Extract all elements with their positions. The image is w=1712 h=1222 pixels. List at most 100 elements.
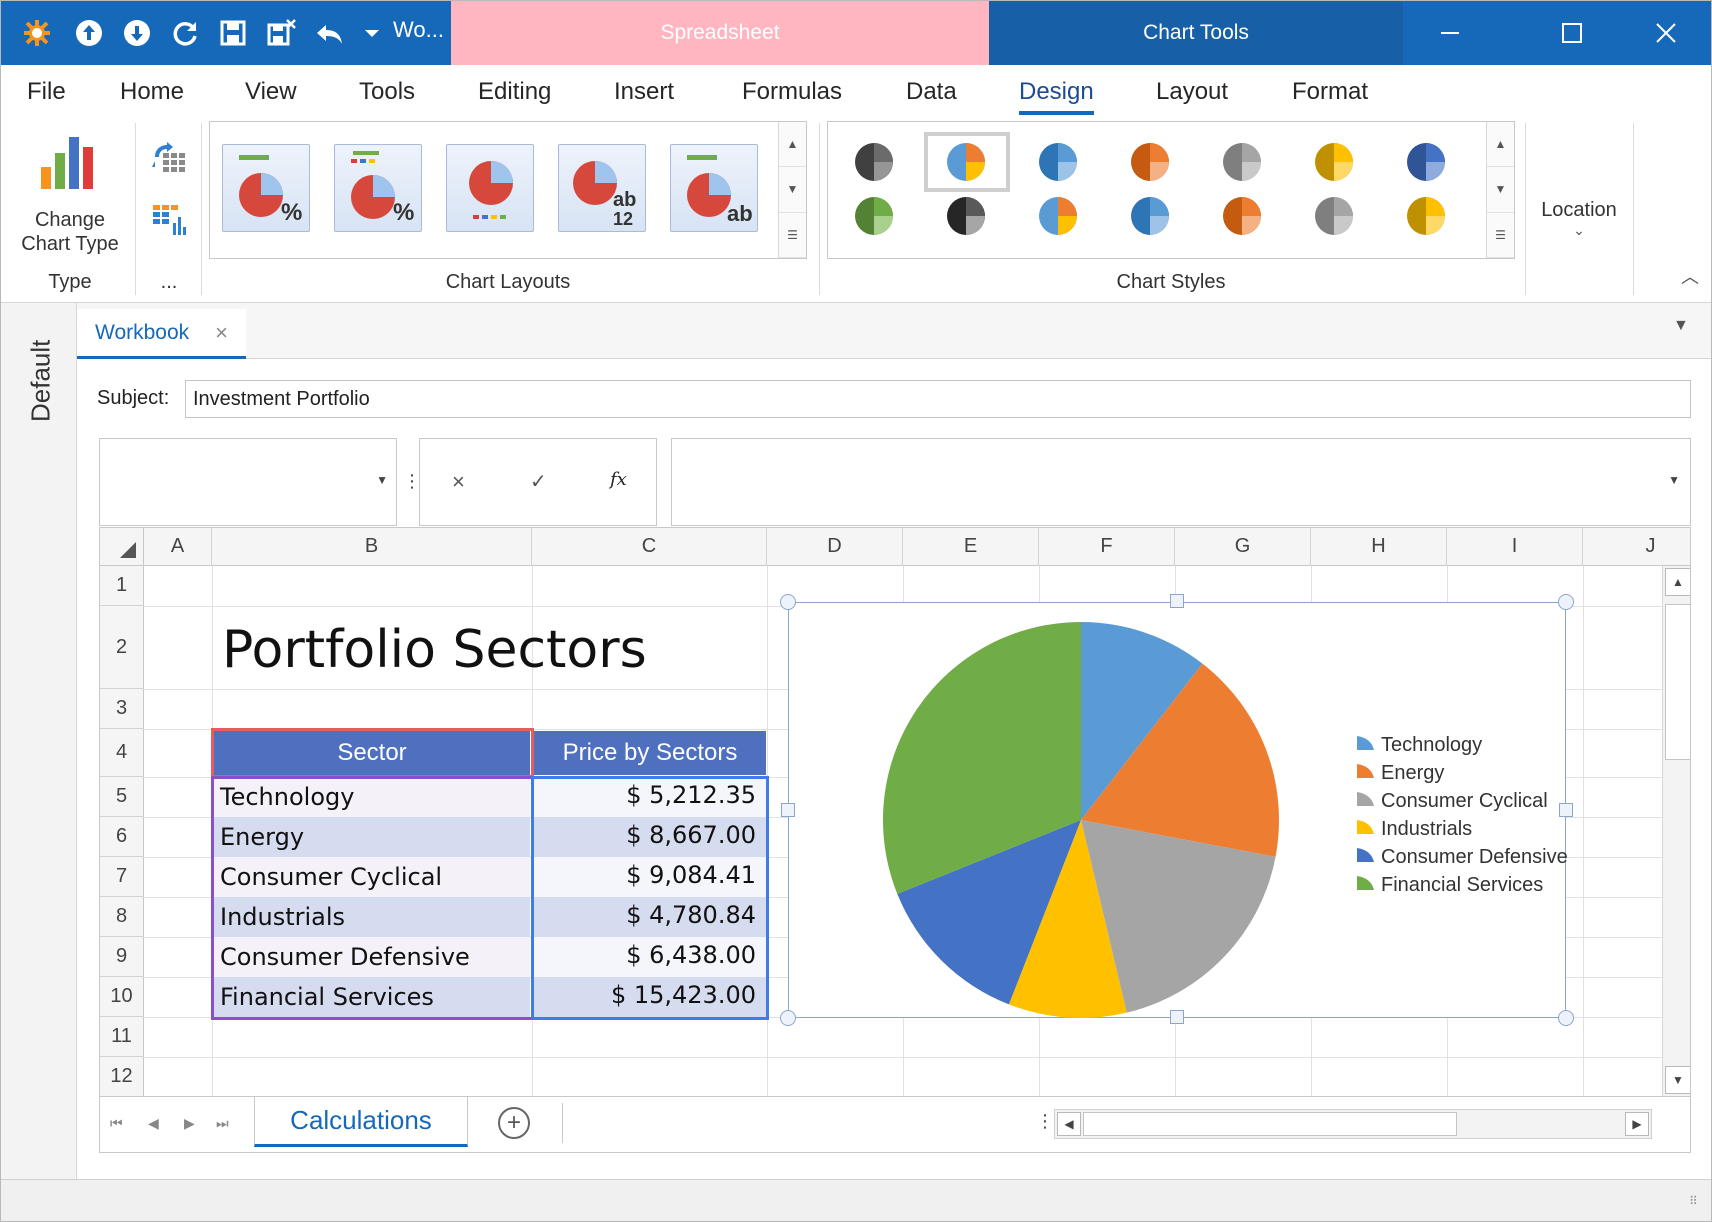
sector-cell[interactable]: [214, 977, 530, 1017]
minimize-button[interactable]: [1403, 1, 1497, 65]
horizontal-scrollbar[interactable]: ◀ ▶: [1054, 1109, 1652, 1139]
tab-insert[interactable]: Insert: [614, 78, 675, 105]
row-header-5[interactable]: 5: [100, 777, 144, 817]
pie-slice-industrials[interactable]: [1008, 820, 1127, 1018]
switch-row-column-button[interactable]: [151, 141, 187, 177]
gallery-expand-icon[interactable]: ☰: [1487, 213, 1514, 258]
close-button[interactable]: [1619, 1, 1711, 65]
insert-function-button[interactable]: fx: [610, 469, 627, 490]
gallery-scroll-down-icon[interactable]: ▼: [1487, 167, 1514, 213]
location-button[interactable]: Location ⌄: [1531, 199, 1627, 239]
column-header-f[interactable]: F: [1039, 528, 1175, 566]
chart-style-option[interactable]: [1223, 197, 1261, 235]
column-header-h[interactable]: H: [1311, 528, 1447, 566]
app-logo-icon[interactable]: [17, 13, 57, 53]
price-cell[interactable]: [534, 977, 766, 1017]
chart-style-option[interactable]: [947, 197, 985, 235]
resize-handle[interactable]: [1558, 594, 1574, 610]
chart-style-option[interactable]: [1315, 197, 1353, 235]
row-header-3[interactable]: 3: [100, 689, 144, 729]
splitter-icon[interactable]: ⋮: [1036, 1111, 1054, 1131]
chart-layout-3[interactable]: [446, 144, 534, 232]
refresh-icon[interactable]: [165, 13, 205, 53]
dock-panel-label[interactable]: Default: [25, 339, 56, 423]
vertical-scroll-thumb[interactable]: [1665, 604, 1690, 760]
tab-formulas[interactable]: Formulas: [742, 78, 843, 105]
chart-style-option[interactable]: [947, 143, 985, 181]
tab-file[interactable]: File: [27, 78, 66, 105]
download-icon[interactable]: [117, 13, 157, 53]
chart-style-option[interactable]: [1039, 197, 1077, 235]
row-header-8[interactable]: 8: [100, 897, 144, 937]
pie-slice-financial-services[interactable]: [883, 622, 1081, 894]
row-header-12[interactable]: 12: [100, 1057, 144, 1096]
row-header-9[interactable]: 9: [100, 937, 144, 977]
column-header-c[interactable]: C: [532, 528, 767, 566]
sector-cell[interactable]: [214, 857, 530, 897]
row-header-6[interactable]: 6: [100, 817, 144, 857]
chart-style-option[interactable]: [1039, 143, 1077, 181]
scroll-right-icon[interactable]: ▶: [1625, 1112, 1649, 1136]
resize-handle[interactable]: [1170, 1010, 1184, 1024]
column-header-i[interactable]: I: [1447, 528, 1583, 566]
collapse-ribbon-icon[interactable]: ︿: [1681, 267, 1699, 287]
formula-bar-splitter-icon[interactable]: ⋮: [403, 471, 421, 491]
context-tab-chart-tools[interactable]: Chart Tools: [989, 1, 1403, 65]
sector-cell[interactable]: [214, 937, 530, 977]
resize-handle[interactable]: [1170, 594, 1184, 608]
cancel-formula-button[interactable]: ×: [452, 469, 465, 494]
horizontal-scroll-thumb[interactable]: [1083, 1112, 1457, 1136]
chart-layout-2[interactable]: %: [334, 144, 422, 232]
maximize-button[interactable]: [1525, 1, 1619, 65]
pie-slice-consumer-defensive[interactable]: [897, 820, 1081, 1005]
column-header-g[interactable]: G: [1175, 528, 1311, 566]
price-cell[interactable]: [534, 937, 766, 977]
vertical-scrollbar[interactable]: ▲ ▼: [1662, 566, 1690, 1096]
subject-input[interactable]: Investment Portfolio: [185, 380, 1691, 418]
gallery-expand-icon[interactable]: ☰: [779, 213, 806, 258]
chart-style-option[interactable]: [1131, 197, 1169, 235]
pie-chart[interactable]: Technology Energy Consumer Cyclical Industr…: [789, 603, 1568, 1019]
price-cell[interactable]: [534, 897, 766, 937]
last-sheet-icon[interactable]: ⏭: [216, 1115, 229, 1131]
next-sheet-icon[interactable]: ▶: [184, 1115, 195, 1131]
resize-grip-icon[interactable]: ⠿: [1689, 1194, 1698, 1208]
select-all-corner[interactable]: [100, 528, 144, 566]
row-header-11[interactable]: 11: [100, 1017, 144, 1057]
scroll-left-icon[interactable]: ◀: [1057, 1112, 1081, 1136]
tab-layout[interactable]: Layout: [1156, 78, 1229, 105]
tab-design[interactable]: Design: [1019, 65, 1094, 119]
upload-icon[interactable]: [69, 13, 109, 53]
tab-view[interactable]: View: [245, 78, 297, 105]
column-header-b[interactable]: B: [212, 528, 532, 566]
pie-slice-consumer-cyclical[interactable]: [1081, 820, 1276, 1013]
resize-handle[interactable]: [1558, 1010, 1574, 1026]
tab-tools[interactable]: Tools: [359, 78, 416, 105]
enter-formula-button[interactable]: ✓: [530, 471, 547, 493]
document-tab-workbook[interactable]: Workbook ×: [77, 309, 247, 359]
tab-editing[interactable]: Editing: [478, 78, 552, 105]
price-cell[interactable]: [534, 857, 766, 897]
tab-list-dropdown-icon[interactable]: ▼: [1673, 317, 1689, 334]
scroll-down-icon[interactable]: ▼: [1665, 1066, 1690, 1094]
chart-style-option[interactable]: [1407, 143, 1445, 181]
row-header-1[interactable]: 1: [100, 566, 144, 606]
sector-cell[interactable]: [214, 777, 530, 817]
previous-sheet-icon[interactable]: ◀: [148, 1115, 159, 1131]
chart-style-option[interactable]: [1407, 197, 1445, 235]
pie-slice-energy[interactable]: [1081, 663, 1279, 857]
chart-layout-5[interactable]: ab: [670, 144, 758, 232]
spreadsheet-grid[interactable]: A B C D E F G H I J 1 2 3 4 5 6 7 8 9 10…: [99, 527, 1691, 1097]
column-header-j[interactable]: J: [1583, 528, 1690, 566]
tab-data[interactable]: Data: [906, 78, 957, 105]
chart-layout-1[interactable]: %: [222, 144, 310, 232]
chart-style-option[interactable]: [855, 197, 893, 235]
sheet-tab-calculations[interactable]: Calculations: [254, 1097, 468, 1147]
resize-handle[interactable]: [780, 1010, 796, 1026]
chart-styles-swatches[interactable]: [828, 122, 1488, 260]
chart-layout-4[interactable]: ab 12: [558, 144, 646, 232]
resize-handle[interactable]: [780, 594, 796, 610]
formula-input[interactable]: ▼: [671, 438, 1691, 526]
save-icon[interactable]: [213, 13, 253, 53]
price-cell[interactable]: [534, 777, 766, 817]
